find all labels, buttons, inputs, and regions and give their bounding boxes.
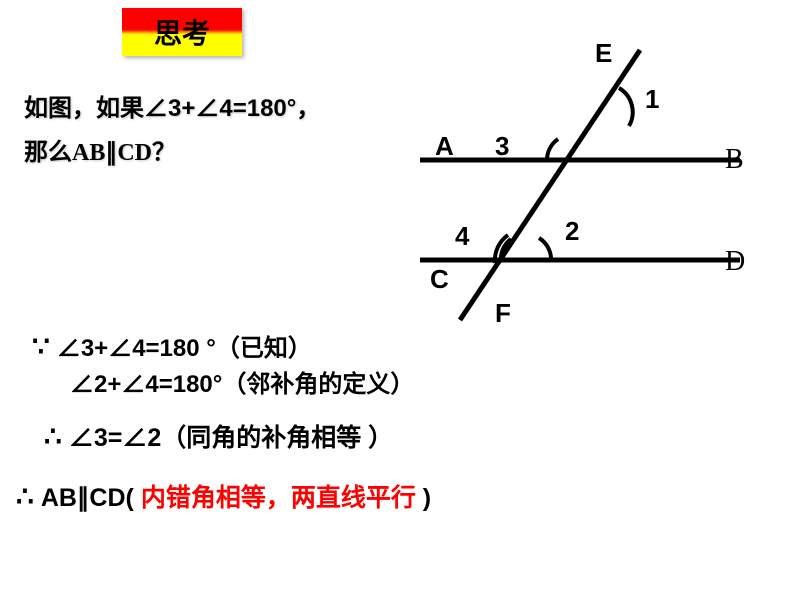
label-4: 4 xyxy=(455,221,470,251)
proof-step-2: ∠2+∠4=180°（邻补角的定义） xyxy=(70,364,414,399)
line-ef xyxy=(460,50,640,320)
label-e: E xyxy=(595,40,612,68)
label-a: A xyxy=(435,131,454,161)
proof-step-4-highlight: 内错角相等，两直线平行 xyxy=(141,484,423,512)
proof-step-3: ∴ ∠3=∠2（同角的补角相等 ） xyxy=(44,418,393,454)
think-label: 思考 xyxy=(154,12,210,52)
proof-step-3-text: ∠3=∠2（同角的补角相等 ） xyxy=(69,424,393,452)
label-2: 2 xyxy=(565,216,579,246)
problem-line-2: 那么AB∥CD？ xyxy=(24,132,176,167)
proof-step-4c: ) xyxy=(423,484,431,512)
proof-step-4a: AB∥CD( xyxy=(41,484,141,512)
label-f: F xyxy=(495,298,511,328)
label-d: D xyxy=(725,246,745,277)
proof-step-1: ∵ ∠3+∠4=180 °（已知） xyxy=(32,328,312,364)
label-1: 1 xyxy=(645,84,659,114)
think-box: 思考 xyxy=(122,8,242,56)
therefore-symbol-1: ∴ xyxy=(44,422,69,453)
label-b: B xyxy=(725,144,744,175)
problem-line-1: 如图，如果∠3+∠4=180°， xyxy=(24,88,320,123)
proof-step-4: ∴ AB∥CD( 内错角相等，两直线平行 ) xyxy=(16,478,431,514)
arc-angle-1 xyxy=(619,88,633,126)
proof-step-1-text: ∠3+∠4=180 °（已知） xyxy=(57,335,312,362)
geometry-diagram: E 1 A 3 B 2 4 C D F xyxy=(380,40,780,340)
label-3: 3 xyxy=(495,131,509,161)
because-symbol: ∵ xyxy=(32,332,57,363)
therefore-symbol-2: ∴ xyxy=(16,482,41,513)
label-c: C xyxy=(430,264,449,294)
